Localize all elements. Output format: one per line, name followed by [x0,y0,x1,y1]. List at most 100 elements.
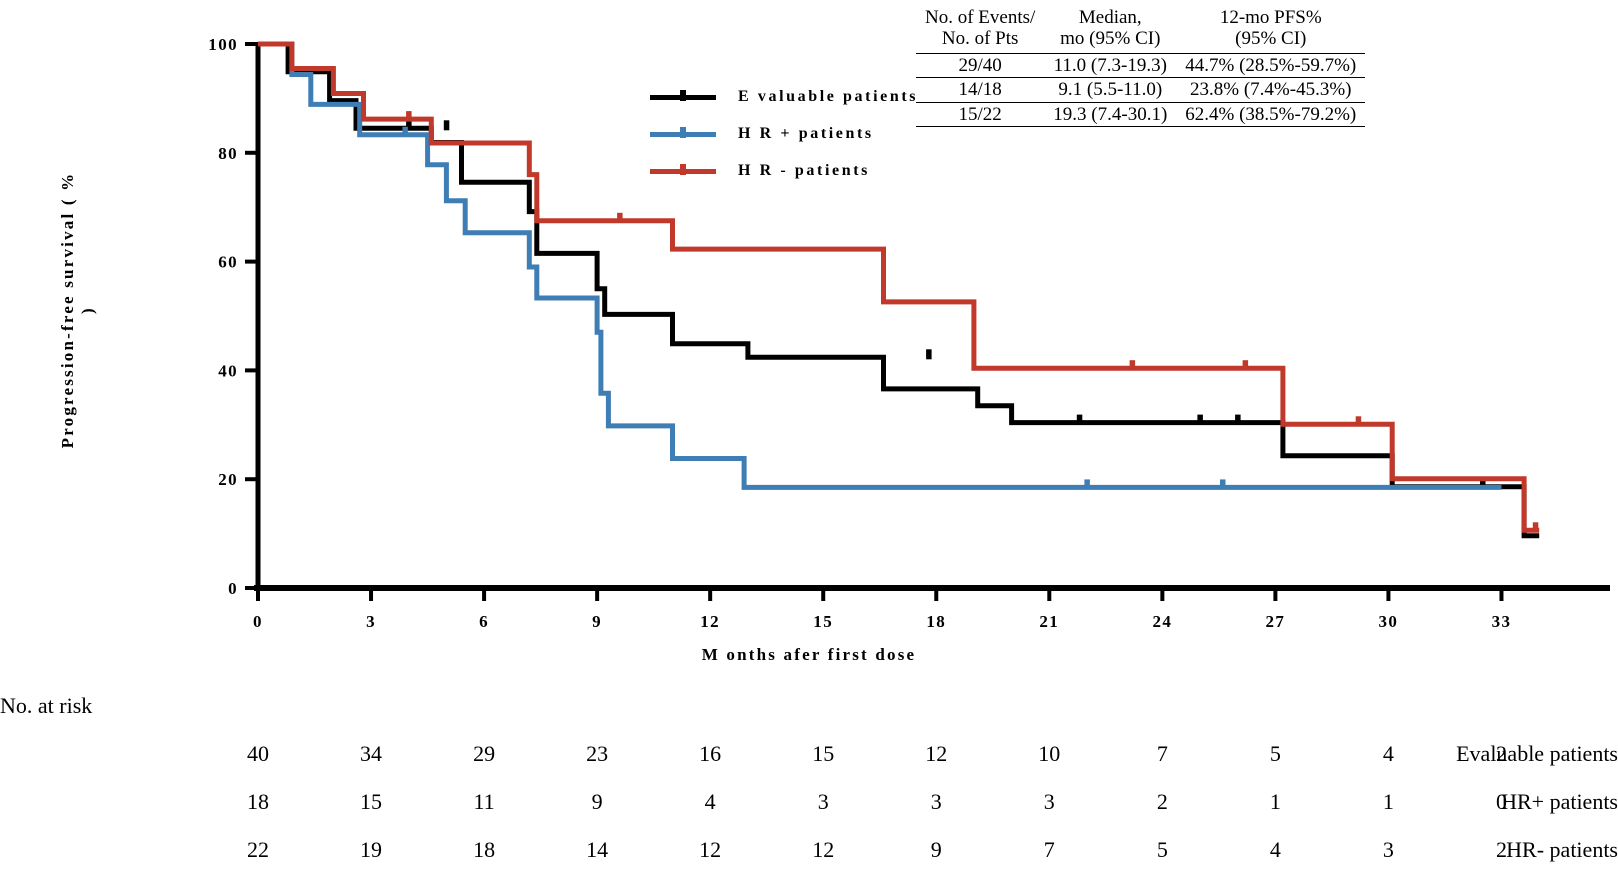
legend-item-hr-pos[interactable]: H R + patients [650,115,918,152]
legend-item-evaluable[interactable]: E valuable patients [650,78,918,115]
x-tick-label-9: 9 [592,612,602,631]
summary-cell-pfs12: 44.7% (28.5%-59.7%) [1185,54,1357,76]
censor-tick-icon [443,120,450,131]
censor-tick-icon [680,163,686,175]
risk-cell: 23 [586,741,609,766]
censor-tick-icon [406,120,412,131]
legend-label-evaluable: E valuable patients [738,87,919,105]
risk-cell: 3 [930,789,942,814]
risk-title-row: No. at risk [0,682,1618,730]
table-row: 14/18 9.1 (5.5-11.0) 23.8% (7.4%-45.3%) [916,78,1366,103]
y-tick-label-0: 0 [228,579,238,598]
legend-label-hr-neg: H R - patients [738,161,870,179]
risk-cell: 16 [699,741,722,766]
risk-cell: 5 [1156,837,1168,862]
x-tick-label-24: 24 [1152,612,1172,631]
summary-cell-events: 15/22 [958,103,1002,125]
legend-swatch-hr-pos [650,126,716,141]
censor-tick-icon [1235,414,1241,425]
risk-row-label: HR+ patients [1501,789,1618,814]
risk-cell: 9 [591,789,603,814]
risk-row-label: Evaluable patients [1456,741,1618,766]
x-tick-label-18: 18 [926,612,946,631]
risk-cell: 11 [473,789,495,814]
summary-col-median: Median, mo (95% CI) [1060,7,1161,50]
risk-cell: 1 [1382,789,1394,814]
y-tick-label-20: 20 [218,470,238,489]
risk-table-body: No. at risk Evaluable patients HR+ patie… [0,682,1618,874]
risk-cell: 3 [1382,837,1394,862]
legend-swatch-evaluable [650,89,716,104]
censor-tick-icon [402,126,408,137]
km-curve-evaluable-patients [258,41,1540,539]
y-tick-label-60: 60 [218,253,238,272]
risk-cell: 2 [1495,741,1507,766]
risk-cell: 22 [247,837,269,862]
censor-tick-icon [406,111,412,122]
risk-cell: 40 [247,741,269,766]
censor-tick-icon [1197,414,1203,425]
risk-cell: 15 [812,741,835,766]
summary-table-body: 29/40 11.0 (7.3-19.3) 44.7% (28.5%-59.7%… [916,53,1366,127]
censor-tick-icon [1242,360,1249,371]
censor-tick-icon [1480,478,1486,489]
risk-cell: 34 [360,741,383,766]
km-plot: 0 20 40 60 80 100 0 3 6 9 12 15 18 21 24 27 30 33 Progres… [58,35,1610,664]
censor-tick-icon [926,349,932,360]
risk-cell: 7 [1156,741,1168,766]
table-row: 29/40 11.0 (7.3-19.3) 44.7% (28.5%-59.7%… [916,53,1366,78]
legend-label-hr-pos: H R + patients [738,124,874,142]
x-axis-title: M onths afer first dose [701,645,917,664]
legend-item-hr-neg[interactable]: H R - patients [650,152,918,189]
summary-cell-events: 29/40 [958,54,1002,76]
km-curve-hr-patients [258,41,1540,533]
table-row: 15/22 19.3 (7.4-30.1) 62.4% (38.5%-79.2%… [916,102,1366,127]
x-tick-label-0: 0 [253,612,263,631]
censor-tick-icon [1355,416,1362,427]
risk-row-label: HR- patients [1506,837,1618,862]
risk-cell: 4 [1269,837,1281,862]
x-tick-label-33: 33 [1492,612,1512,631]
censor-tick-icon [1129,360,1136,371]
x-tick-label-30: 30 [1379,612,1399,631]
table-row: Evaluable patients [0,730,1618,778]
y-axis-title: Progression-free survival ( % ) [58,171,97,449]
y-tick-label-40: 40 [218,361,238,380]
risk-cell: 18 [247,789,269,814]
tick-labels-layer: 0 20 40 60 80 100 0 3 6 9 12 15 18 21 24 27 30 33 [208,35,1512,631]
censor-tick-icon [1076,414,1083,425]
risk-cell: 12 [925,741,948,766]
summary-cell-median: 19.3 (7.4-30.1) [1053,103,1168,125]
legend: E valuable patients H R + patients H R -… [650,78,918,189]
summary-cell-events: 14/18 [958,79,1002,101]
summary-cell-median: 11.0 (7.3-19.3) [1053,54,1167,76]
risk-cell: 3 [1043,789,1055,814]
x-tick-label-21: 21 [1039,612,1059,631]
summary-cell-median: 9.1 (5.5-11.0) [1058,79,1163,101]
risk-cell: 29 [473,741,496,766]
x-tick-label-6: 6 [479,612,489,631]
x-tick-label-3: 3 [366,612,376,631]
table-row: HR+ patients [0,778,1618,826]
risk-cell: 2 [1156,789,1168,814]
x-tick-label-12: 12 [700,612,720,631]
summary-header-row: No. of Events/ No. of Pts Median, mo (95… [916,6,1366,54]
risk-table-title: No. at risk [0,693,93,718]
censor-tick-icon [680,89,686,101]
y-tick-label-80: 80 [218,144,238,163]
censor-tick-icon [1220,479,1226,490]
table-row: HR- patients [0,826,1618,874]
risk-cell: 4 [704,789,716,814]
summary-cell-pfs12: 23.8% (7.4%-45.3%) [1190,79,1352,101]
risk-cell: 9 [930,837,942,862]
risk-cell: 10 [1038,741,1061,766]
summary-cell-pfs12: 62.4% (38.5%-79.2%) [1185,103,1357,125]
risk-cell: 14 [586,837,609,862]
risk-cell: 2 [1495,837,1507,862]
km-curve-hr-patients [258,41,1502,490]
risk-cell: 19 [360,837,383,862]
risk-cell: 15 [360,789,383,814]
risk-cell: 12 [699,837,722,862]
x-tick-label-15: 15 [813,612,833,631]
